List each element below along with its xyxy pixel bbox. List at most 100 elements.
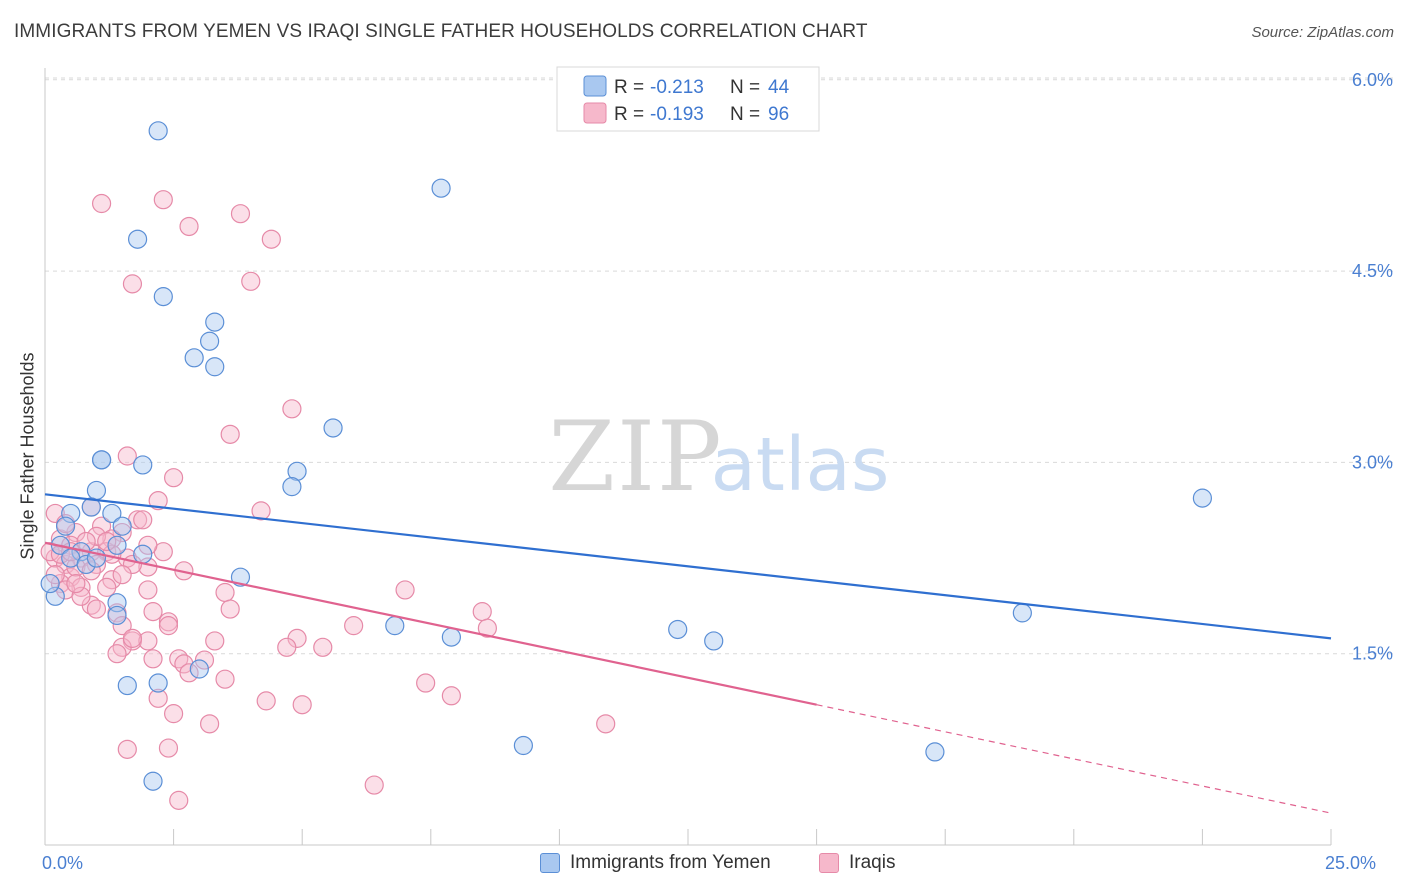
iraqis-point <box>164 468 184 488</box>
yemen-point <box>704 631 724 651</box>
iraqis-point <box>138 631 158 651</box>
iraqis-point <box>477 618 497 638</box>
bottom-legend-yemen[interactable]: Immigrants from Yemen <box>540 852 771 874</box>
iraqis-point <box>215 669 235 689</box>
source-credit: Source: ZipAtlas.com <box>1251 24 1394 41</box>
iraqis-point <box>86 554 107 575</box>
iraqis-point <box>81 561 101 581</box>
iraqis-point <box>91 516 112 536</box>
iraqis-point <box>200 714 220 734</box>
iraqis-point <box>256 691 276 711</box>
iraqis-point <box>313 637 333 657</box>
iraqis-point <box>45 503 65 524</box>
yemen-point <box>45 586 65 606</box>
iraqis-point <box>230 204 251 224</box>
yemen-point <box>282 477 302 497</box>
iraqis-point <box>179 216 199 237</box>
iraqis-point <box>122 628 143 648</box>
watermark-atlas: atlas <box>711 422 890 508</box>
yemen-point <box>148 673 168 693</box>
stats-legend: R = -0.213 N = 44 R = -0.193 N = 96 <box>556 66 820 132</box>
iraqis-point <box>143 602 163 622</box>
iraqis-point <box>416 673 436 693</box>
yemen-point <box>441 627 461 647</box>
legend-swatch-yemen <box>583 75 607 97</box>
yemen-point <box>86 480 107 501</box>
legend-n-value-yemen: 44 <box>768 77 790 98</box>
bottom-legend-swatch-iraqis <box>819 853 839 873</box>
iraqis-point <box>251 501 271 521</box>
yemen-point <box>1192 488 1213 508</box>
x-tick-label-min: 0.0% <box>42 853 84 873</box>
iraqis-point <box>97 531 117 552</box>
yemen-point <box>102 503 122 524</box>
legend-r-label-yemen: R = <box>614 77 644 98</box>
axes <box>44 68 1332 846</box>
bottom-legend-label-iraqis: Iraqis <box>849 852 896 873</box>
yemen-point <box>287 461 307 481</box>
watermark: ZIP atlas <box>548 401 889 513</box>
iraqis-point <box>282 399 302 419</box>
y-tick-label: 6.0% <box>1352 70 1393 90</box>
iraqis-point <box>194 650 215 670</box>
iraqis-point <box>158 738 179 758</box>
yemen-point <box>40 573 60 594</box>
legend-r-value-iraqis: -0.193 <box>650 104 704 125</box>
series-yemen-points <box>40 121 1213 791</box>
iraqis-point <box>148 688 168 708</box>
series-iraqis-points <box>40 190 616 810</box>
yemen-point <box>76 554 96 575</box>
iraqis-point <box>45 565 65 585</box>
y-tick-label: 3.0% <box>1352 452 1393 472</box>
yemen-point <box>513 735 533 756</box>
bottom-legend-label-yemen: Immigrants from Yemen <box>570 852 771 873</box>
yemen-point <box>61 503 81 524</box>
yemen-trend-line <box>44 493 1332 640</box>
iraqis-point <box>220 424 240 444</box>
iraqis-point <box>61 567 81 587</box>
iraqis-point <box>344 616 364 636</box>
iraqis-point <box>241 271 261 291</box>
yemen-point <box>431 178 451 198</box>
yemen-point <box>127 229 148 249</box>
legend-n-value-iraqis: 96 <box>768 104 789 125</box>
yemen-point <box>91 450 112 470</box>
bottom-legend-swatch-yemen <box>540 853 560 873</box>
iraqis-point <box>71 586 91 606</box>
iraqis-point <box>50 573 71 594</box>
yemen-point <box>133 455 153 475</box>
iraqis-point <box>169 790 189 810</box>
yemen-point <box>117 675 137 696</box>
yemen-point <box>668 619 688 640</box>
yemen-point <box>385 616 405 636</box>
iraqis-point <box>86 599 107 619</box>
iraqis-point <box>164 704 184 724</box>
iraqis-point <box>441 686 461 706</box>
iraqis-point <box>66 573 86 594</box>
bottom-legend-iraqis[interactable]: Iraqis <box>819 852 895 874</box>
yemen-point <box>230 567 251 587</box>
yemen-point <box>143 771 163 791</box>
y-tick-label: 4.5% <box>1352 261 1393 281</box>
legend-swatch-iraqis <box>583 102 607 124</box>
yemen-point <box>112 516 132 536</box>
yemen-point <box>200 331 220 351</box>
iraqis-point <box>158 616 179 636</box>
iraqis-point <box>117 739 137 759</box>
iraqis-point <box>138 535 158 555</box>
yemen-point <box>205 312 225 332</box>
iraqis-point <box>86 526 107 546</box>
yemen-point <box>1012 603 1032 623</box>
iraqis-point <box>107 644 127 664</box>
legend-n-label-yemen: N = <box>730 77 760 98</box>
iraqis-point <box>174 654 194 674</box>
iraqis-point <box>50 529 71 549</box>
yemen-point <box>107 535 127 555</box>
iraqis-point <box>138 580 158 600</box>
iraqis-point <box>220 599 240 619</box>
iraqis-point <box>97 577 117 597</box>
iraqis-point <box>179 663 199 683</box>
iraqis-trend-line <box>44 541 817 706</box>
yemen-point <box>153 287 173 307</box>
yemen-point <box>925 742 945 762</box>
